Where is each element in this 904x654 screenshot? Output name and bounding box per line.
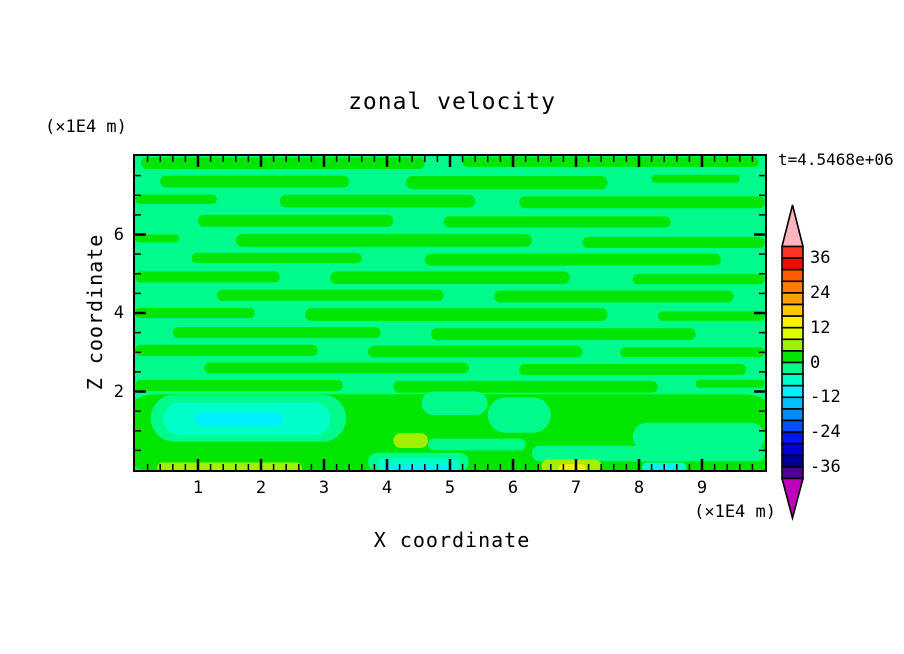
colorbar-segment [781,408,804,422]
x-tick-label: 7 [570,478,582,498]
contour-field [135,156,765,470]
colorbar-segment [781,442,804,457]
z-tick-label: 6 [113,224,124,245]
x-tick-label: 9 [696,478,708,498]
colorbar-segment [781,303,804,317]
colorbar-under-arrow [780,477,805,522]
contour-band [462,156,759,167]
contour-band [620,347,765,357]
colorbar-over-arrow [780,204,805,248]
contour-band [431,328,696,341]
contour-band [157,462,302,470]
contour-band [632,422,765,451]
contour-band [330,271,570,284]
plot-title: zonal velocity [348,89,556,115]
z-tick-label: 2 [113,381,124,402]
contour-band [198,214,394,227]
colorbar-segment [781,268,804,283]
x-tick-label: 6 [507,478,519,498]
x-tick-label: 2 [255,478,267,498]
contour-band [705,462,765,470]
contour-band [305,308,608,321]
colorbar-label: -36 [810,457,841,477]
z-tick-label: 4 [113,303,124,323]
colorbar-segment [781,384,804,399]
contour-band [405,176,608,190]
contour-band [494,290,734,303]
colorbar-segment [781,431,804,445]
contour-band [428,438,526,451]
colorbar-label: 36 [810,248,831,268]
plot-area [133,154,767,472]
contour-band [695,379,765,388]
contour-band [424,253,721,266]
colorbar-segment [781,245,804,259]
colorbar-label: -24 [810,422,841,442]
contour-band [279,194,476,208]
colorbar-segment [781,419,804,433]
contour-band [383,465,454,470]
contour-band [204,362,469,374]
contour-band [235,234,532,247]
time-label: t=4.5468e+06 [778,150,894,169]
contour-band [160,175,350,188]
x-axis-title: X coordinate [373,528,531,552]
contour-band [135,234,180,243]
contour-band [582,236,765,248]
contour-band [393,380,658,393]
colorbar-segment [781,350,804,364]
x-tick-label: 5 [444,478,456,498]
x-tick-label: 1 [192,478,204,498]
colorbar-segment [781,361,804,375]
x-tick-label: 3 [318,478,330,498]
x-tick-label: 4 [381,478,393,498]
colorbar-segment [781,338,804,352]
x-tick-label: 8 [633,478,645,498]
colorbar-segment [781,466,804,480]
colorbar-segment [781,373,804,387]
contour-band [141,157,425,169]
contour-band [135,194,217,204]
contour-band [135,344,318,356]
contour-band [216,289,444,301]
z-units-label: (×1E4 m) [45,117,127,137]
contour-band [172,327,381,339]
colorbar-segment [781,292,804,306]
contour-band [191,252,362,264]
contour-band [393,433,428,448]
x-units-label: (×1E4 m) [694,502,776,522]
contour-band [632,274,765,285]
contour-band [648,465,677,470]
contour-band [651,174,740,183]
colorbar-label: 0 [810,353,821,373]
contour-band [421,391,488,416]
colorbar [780,204,805,522]
contour-band [487,397,551,433]
contour-band [368,345,583,358]
colorbar-segment [781,396,804,410]
colorbar-segment [781,454,804,468]
contour-band [558,464,586,470]
colorbar-segment [781,257,804,271]
contour-band [135,307,255,319]
z-axis-title: Z coordinate [83,233,107,391]
colorbar-segment [781,315,804,329]
colorbar-label: -12 [810,387,841,407]
contour-band [194,412,283,426]
contour-band [657,311,765,321]
contour-band [135,271,280,283]
colorbar-label: 24 [810,283,831,303]
contour-band [519,364,747,375]
axis-ticks [135,156,765,470]
colorbar-segment [781,280,804,294]
contour-band [443,216,671,228]
contour-band [135,380,343,392]
colorbar-segment [781,326,804,341]
contour-band [519,196,765,209]
colorbar-label: 12 [810,318,831,338]
